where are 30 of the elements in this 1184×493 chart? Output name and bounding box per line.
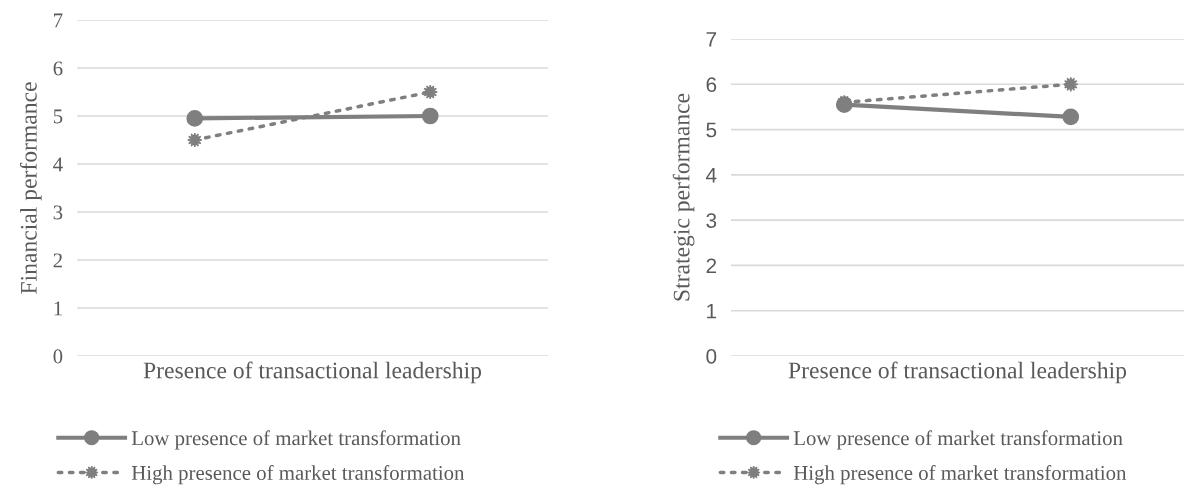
point [422, 84, 438, 100]
y-tick-label: 7 [54, 13, 63, 28]
y-tick-label: 3 [706, 213, 717, 228]
y-tick-label: 7 [706, 32, 717, 47]
legend-label: Low presence of market transformation [793, 430, 1123, 450]
legend-label: Low presence of market transformation [131, 430, 461, 450]
point [421, 107, 439, 125]
point [1063, 76, 1079, 92]
y-tick-label: 2 [53, 253, 62, 268]
y-tick-label: 5 [706, 122, 717, 138]
y-tick-label: 5 [53, 109, 63, 124]
point [1062, 108, 1080, 126]
y-tick-label: 0 [706, 349, 717, 364]
legend-label: High presence of market transformation [131, 465, 465, 485]
y-tick-label: 6 [706, 77, 717, 93]
y-tick-label: 3 [53, 205, 63, 220]
y-tick-label: 4 [706, 168, 717, 183]
x-axis-title: Presence of transactional leadership [143, 361, 482, 384]
y-tick-label: 2 [706, 258, 717, 273]
point [186, 110, 204, 127]
y-axis-title: Strategic performance [672, 93, 695, 301]
y-tick-label: 1 [707, 303, 717, 319]
legend-label: High presence of market transformation [793, 465, 1127, 485]
y-tick-label: 6 [53, 61, 63, 76]
x-axis-title: Presence of transactional leadership [788, 361, 1127, 384]
y-tick-label: 0 [53, 349, 63, 364]
point [187, 132, 203, 148]
y-axis-title: Financial performance [19, 82, 42, 294]
y-tick-label: 1 [54, 301, 62, 316]
y-tick-label: 4 [53, 157, 63, 172]
